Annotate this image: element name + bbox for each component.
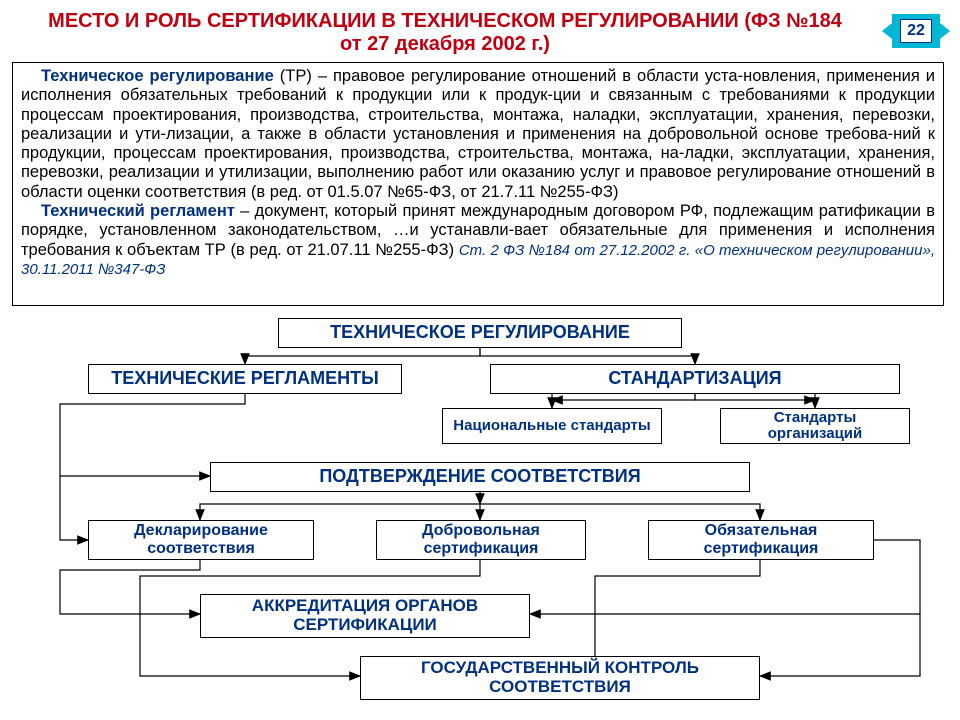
node-gos: ГОСУДАРСТВЕННЫЙ КОНТРОЛЬ СООТВЕТСТВИЯ	[360, 656, 760, 700]
node-nat: Национальные стандарты	[442, 408, 662, 444]
definition-box: Техническое регулирование (ТР) – правово…	[12, 62, 944, 306]
term-tr-abbr: (ТР)	[274, 67, 318, 85]
node-tr: ТЕХНИЧЕСКОЕ РЕГУЛИРОВАНИЕ	[278, 318, 682, 348]
node-reglam: ТЕХНИЧЕСКИЕ РЕГЛАМЕНТЫ	[88, 364, 402, 394]
node-obyaz: Обязательная сертификация	[648, 520, 874, 560]
term-reglament: Технический регламент	[41, 202, 235, 220]
node-dobr: Добровольная сертификация	[376, 520, 586, 560]
node-dekl: Декларирование соответствия	[88, 520, 314, 560]
term-tr: Техническое регулирование	[41, 67, 274, 85]
page-title: МЕСТО И РОЛЬ СЕРТИФИКАЦИИ В ТЕХНИЧЕСКОМ …	[40, 10, 850, 56]
node-org: Стандарты организаций	[720, 408, 910, 444]
node-akkred: АККРЕДИТАЦИЯ ОРГАНОВ СЕРТИФИКАЦИИ	[200, 594, 530, 638]
def-body-1: – правовое регулирование отношений в обл…	[21, 67, 935, 201]
slide-number-badge: 22	[892, 14, 940, 48]
node-stand: СТАНДАРТИЗАЦИЯ	[490, 364, 900, 394]
node-podtv: ПОДТВЕРЖДЕНИЕ СООТВЕТСТВИЯ	[210, 462, 750, 492]
slide-number: 22	[900, 19, 932, 43]
